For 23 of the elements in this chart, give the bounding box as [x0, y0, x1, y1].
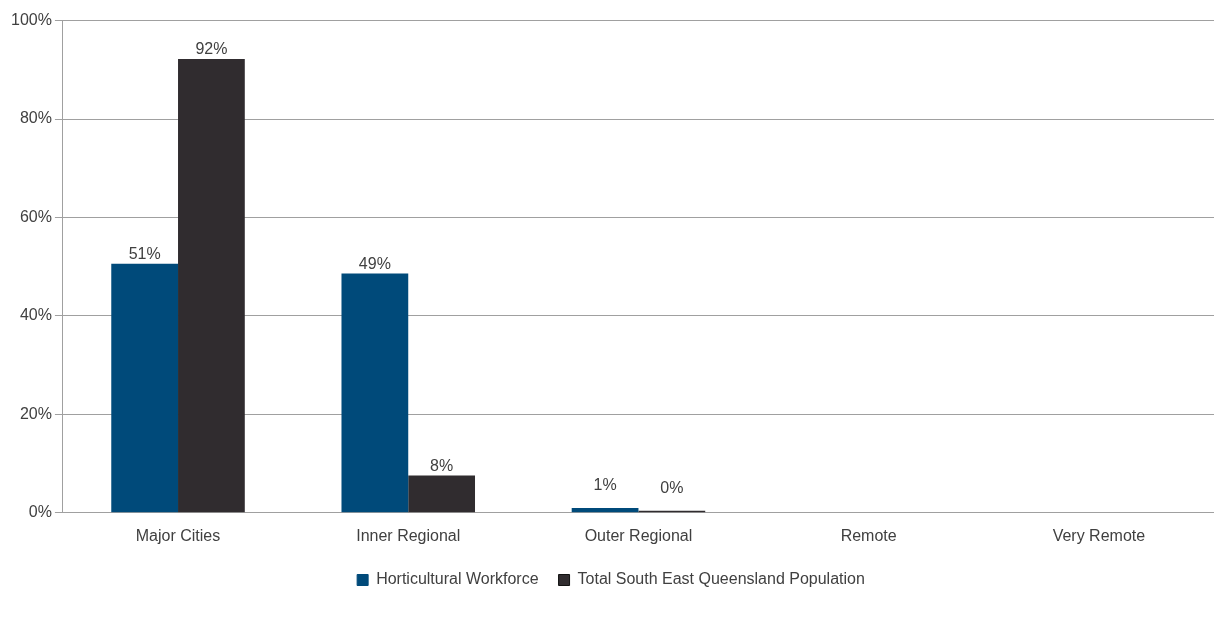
- bar: [408, 475, 476, 513]
- x-tick-label: Major Cities: [135, 526, 221, 544]
- data-label: 92%: [195, 40, 228, 58]
- y-tick-label: 0%: [28, 503, 52, 521]
- bar: [111, 263, 179, 513]
- x-tick-label: Inner Regional: [356, 526, 461, 544]
- y-tick-label: 20%: [19, 404, 52, 422]
- x-tick-label: Outer Regional: [584, 526, 693, 544]
- bar: [341, 273, 409, 513]
- y-tick-label: 80%: [19, 109, 52, 127]
- x-tick-label: Very Remote: [1052, 526, 1146, 544]
- bar: [178, 58, 245, 513]
- y-tick-label: 40%: [19, 306, 52, 324]
- data-label: 1%: [593, 476, 617, 494]
- x-tick-label: Remote: [840, 526, 897, 544]
- y-tick-label: 100%: [11, 11, 52, 29]
- legend-label: Total South East Queensland Population: [577, 570, 865, 588]
- data-label: 8%: [430, 456, 454, 474]
- y-tick-label: 60%: [19, 207, 52, 225]
- data-label: 51%: [128, 245, 161, 263]
- legend-label: Horticultural Workforce: [376, 570, 539, 588]
- data-label: 0%: [660, 479, 684, 497]
- data-label: 49%: [358, 255, 391, 272]
